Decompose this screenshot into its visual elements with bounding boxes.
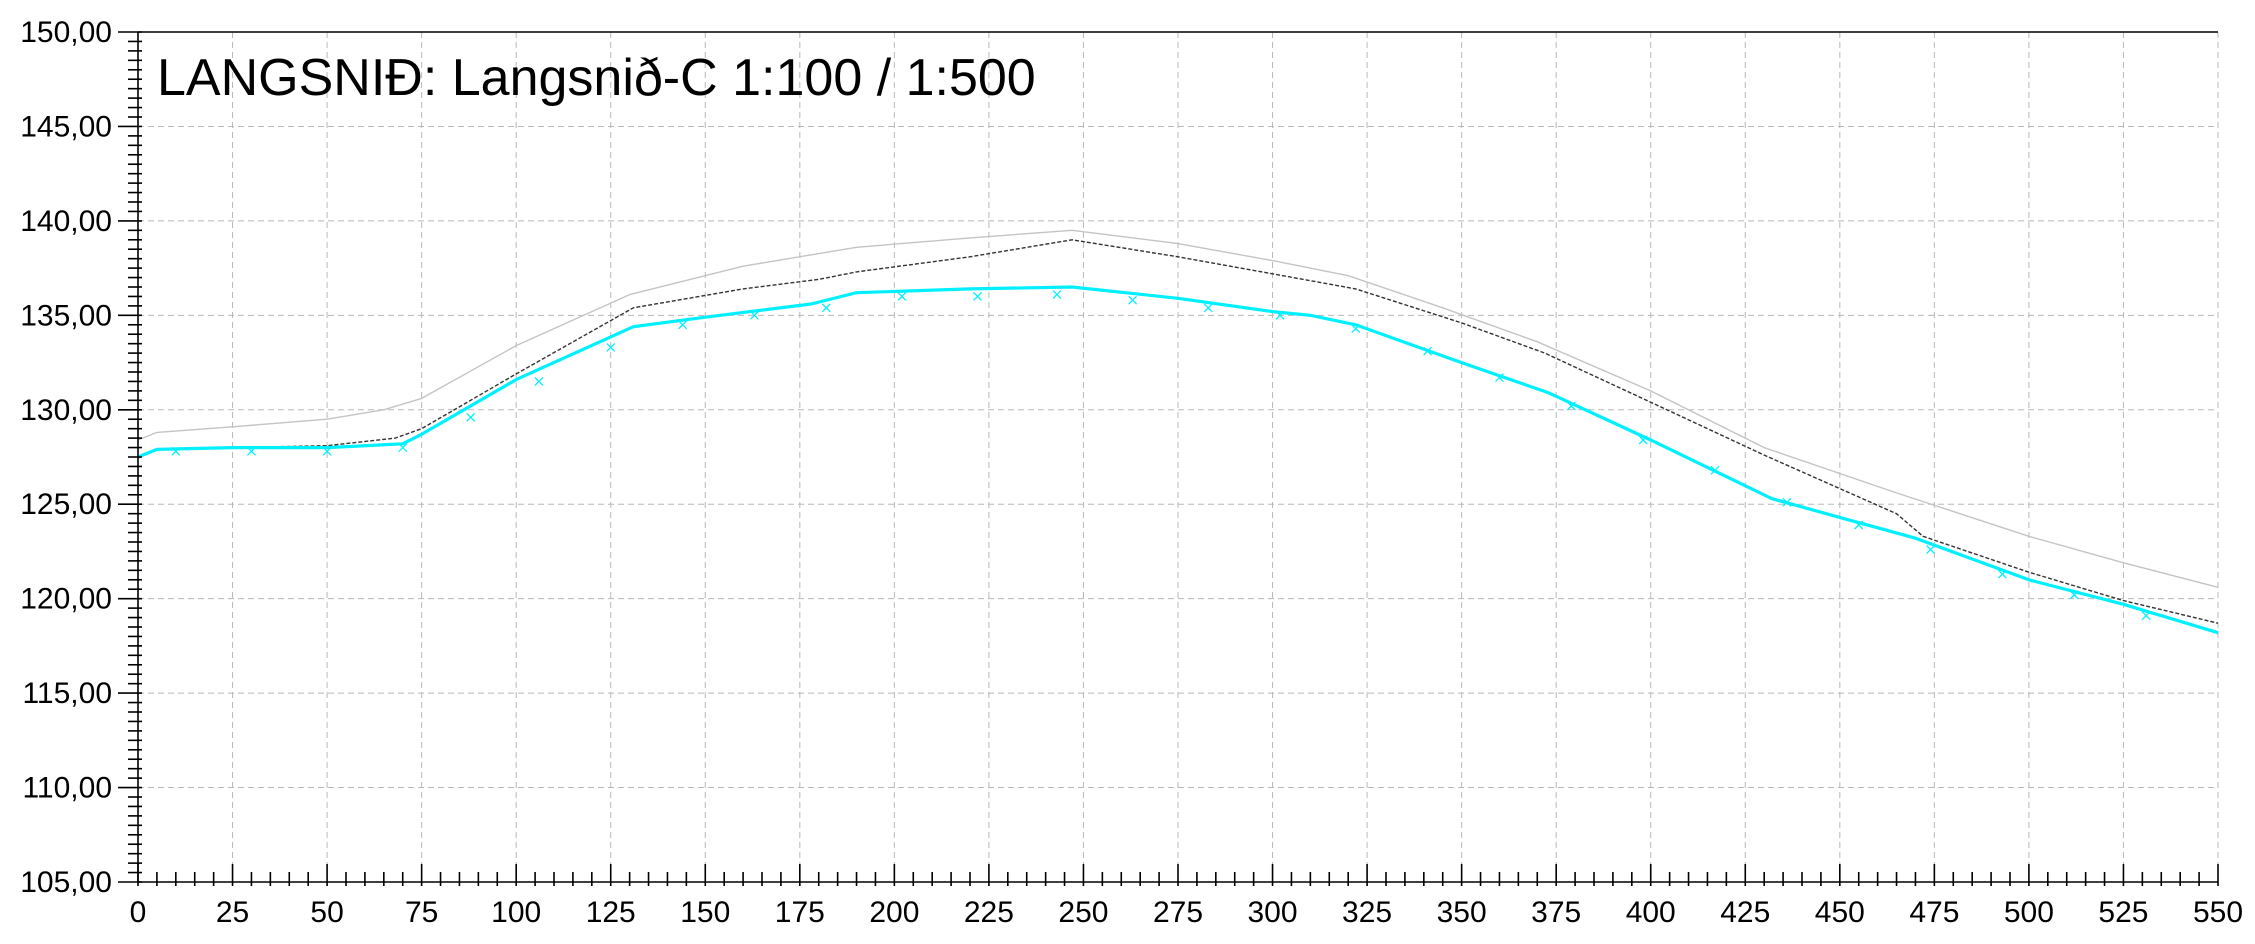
x-marker [1854, 520, 1864, 530]
x-marker [749, 310, 759, 320]
x-marker [466, 412, 476, 422]
x-marker [821, 303, 831, 313]
x-marker [1638, 435, 1648, 445]
x-marker [2069, 590, 2079, 600]
series-line-2 [137, 239, 2219, 624]
x-tick-label: 325 [1342, 896, 1392, 929]
x-tick-label: 175 [775, 896, 825, 929]
y-tick-label: 145,00 [20, 110, 112, 143]
y-tick-label: 115,00 [22, 677, 112, 710]
x-marker [1351, 324, 1361, 334]
x-marker [1782, 497, 1792, 507]
x-tick-label: 350 [1437, 896, 1487, 929]
x-tick-label: 375 [1531, 896, 1581, 929]
x-tick-label: 400 [1626, 896, 1676, 929]
y-tick-label: 120,00 [20, 583, 112, 616]
y-tick-label: 125,00 [20, 488, 112, 521]
x-tick-label: 300 [1248, 896, 1298, 929]
x-tick-label: 550 [2193, 896, 2243, 929]
x-tick-label: 25 [216, 896, 249, 929]
series-line-1 [137, 229, 2219, 588]
x-marker [246, 446, 256, 456]
x-tick-label: 0 [130, 896, 147, 929]
x-tick-label: 225 [964, 896, 1014, 929]
x-marker [1494, 373, 1504, 383]
tick-labels: 105,00 110,00 115,00 120,00 125,00 130,00 135,… [20, 16, 2243, 929]
x-tick-label: 100 [491, 896, 541, 929]
x-marker [678, 320, 688, 330]
y-tick-label: 130,00 [20, 394, 112, 427]
x-tick-label: 75 [405, 896, 438, 929]
y-tick-label: 140,00 [20, 205, 112, 238]
x-marker [398, 443, 408, 453]
x-tick-label: 450 [1815, 896, 1865, 929]
x-marker [1710, 465, 1720, 475]
x-tick-label: 500 [2004, 896, 2054, 929]
x-marker [322, 446, 332, 456]
x-marker [534, 376, 544, 386]
x-tick-label: 425 [1720, 896, 1770, 929]
series-markers [171, 290, 2151, 621]
x-marker [1128, 295, 1138, 305]
y-tick-label: 105,00 [20, 866, 112, 899]
x-marker [1423, 346, 1433, 356]
x-marker [1052, 290, 1062, 300]
series-line-3 [137, 285, 2219, 635]
y-tick-label: 135,00 [20, 299, 112, 332]
x-marker [1275, 310, 1285, 320]
x-marker [171, 446, 181, 456]
x-tick-label: 475 [1909, 896, 1959, 929]
y-tick-label: 150,00 [20, 16, 112, 49]
x-marker [1203, 303, 1213, 313]
x-marker [1566, 401, 1576, 411]
x-marker [1997, 569, 2007, 579]
x-marker [973, 291, 983, 301]
x-tick-label: 250 [1058, 896, 1108, 929]
x-marker [606, 342, 616, 352]
x-marker [2141, 611, 2151, 621]
x-marker [897, 291, 907, 301]
x-tick-label: 525 [2098, 896, 2148, 929]
x-tick-label: 275 [1153, 896, 1203, 929]
x-tick-label: 200 [869, 896, 919, 929]
axes [118, 31, 2219, 886]
y-tick-label: 110,00 [22, 772, 112, 805]
x-tick-label: 50 [310, 896, 343, 929]
x-marker [1926, 545, 1936, 555]
x-tick-label: 125 [586, 896, 636, 929]
series-lines [137, 229, 2219, 635]
grid [138, 31, 2219, 882]
chart-title: LANGSNIÐ: Langsnið-C 1:100 / 1:500 [157, 49, 1036, 107]
x-tick-label: 150 [680, 896, 730, 929]
